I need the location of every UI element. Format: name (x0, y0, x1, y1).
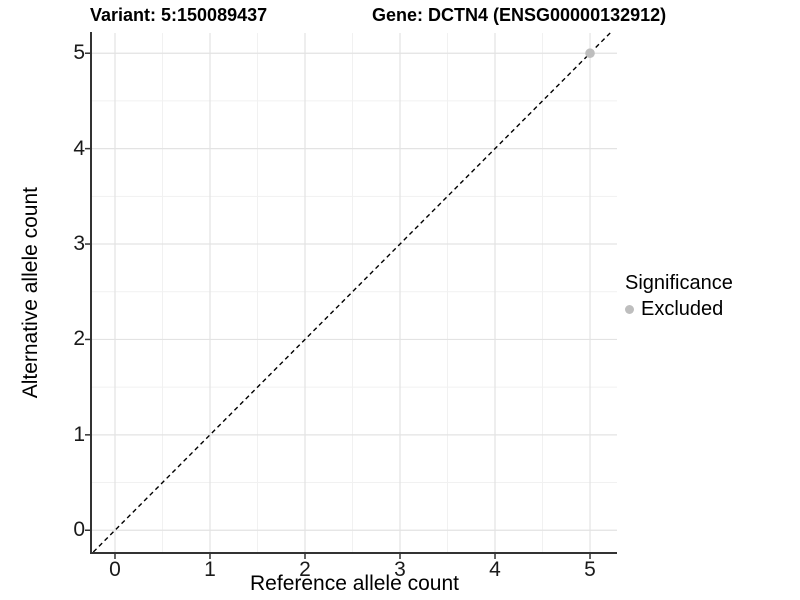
identity-dashed-line (92, 32, 611, 553)
legend-point-icon (625, 305, 634, 314)
x-tick-label: 0 (109, 558, 121, 581)
x-tick-label: 1 (204, 558, 216, 581)
y-tick-label: 5 (73, 41, 85, 65)
x-tick-label: 5 (584, 558, 596, 581)
x-tick-label: 2 (299, 558, 311, 581)
legend: Significance Excluded (625, 272, 733, 321)
y-tick-label: 4 (73, 136, 85, 160)
y-tick-label: 1 (73, 422, 85, 446)
legend-title: Significance (625, 272, 733, 294)
x-tick-label: 4 (489, 558, 501, 581)
y-tick-label: 0 (73, 518, 85, 542)
x-axis-title: Reference allele count (250, 572, 459, 595)
data-point-excluded (585, 48, 595, 59)
variant-title: Variant: 5:150089437 (90, 5, 268, 25)
gene-title: Gene: DCTN4 (ENSG00000132912) (372, 5, 667, 25)
x-tick-label: 3 (394, 558, 406, 581)
y-axis-title: Alternative allele count (19, 186, 42, 399)
y-tick-label: 2 (73, 327, 85, 351)
legend-item-label: Excluded (641, 298, 724, 320)
y-tick-label: 3 (73, 232, 85, 256)
legend-item-excluded: Excluded (625, 298, 733, 321)
